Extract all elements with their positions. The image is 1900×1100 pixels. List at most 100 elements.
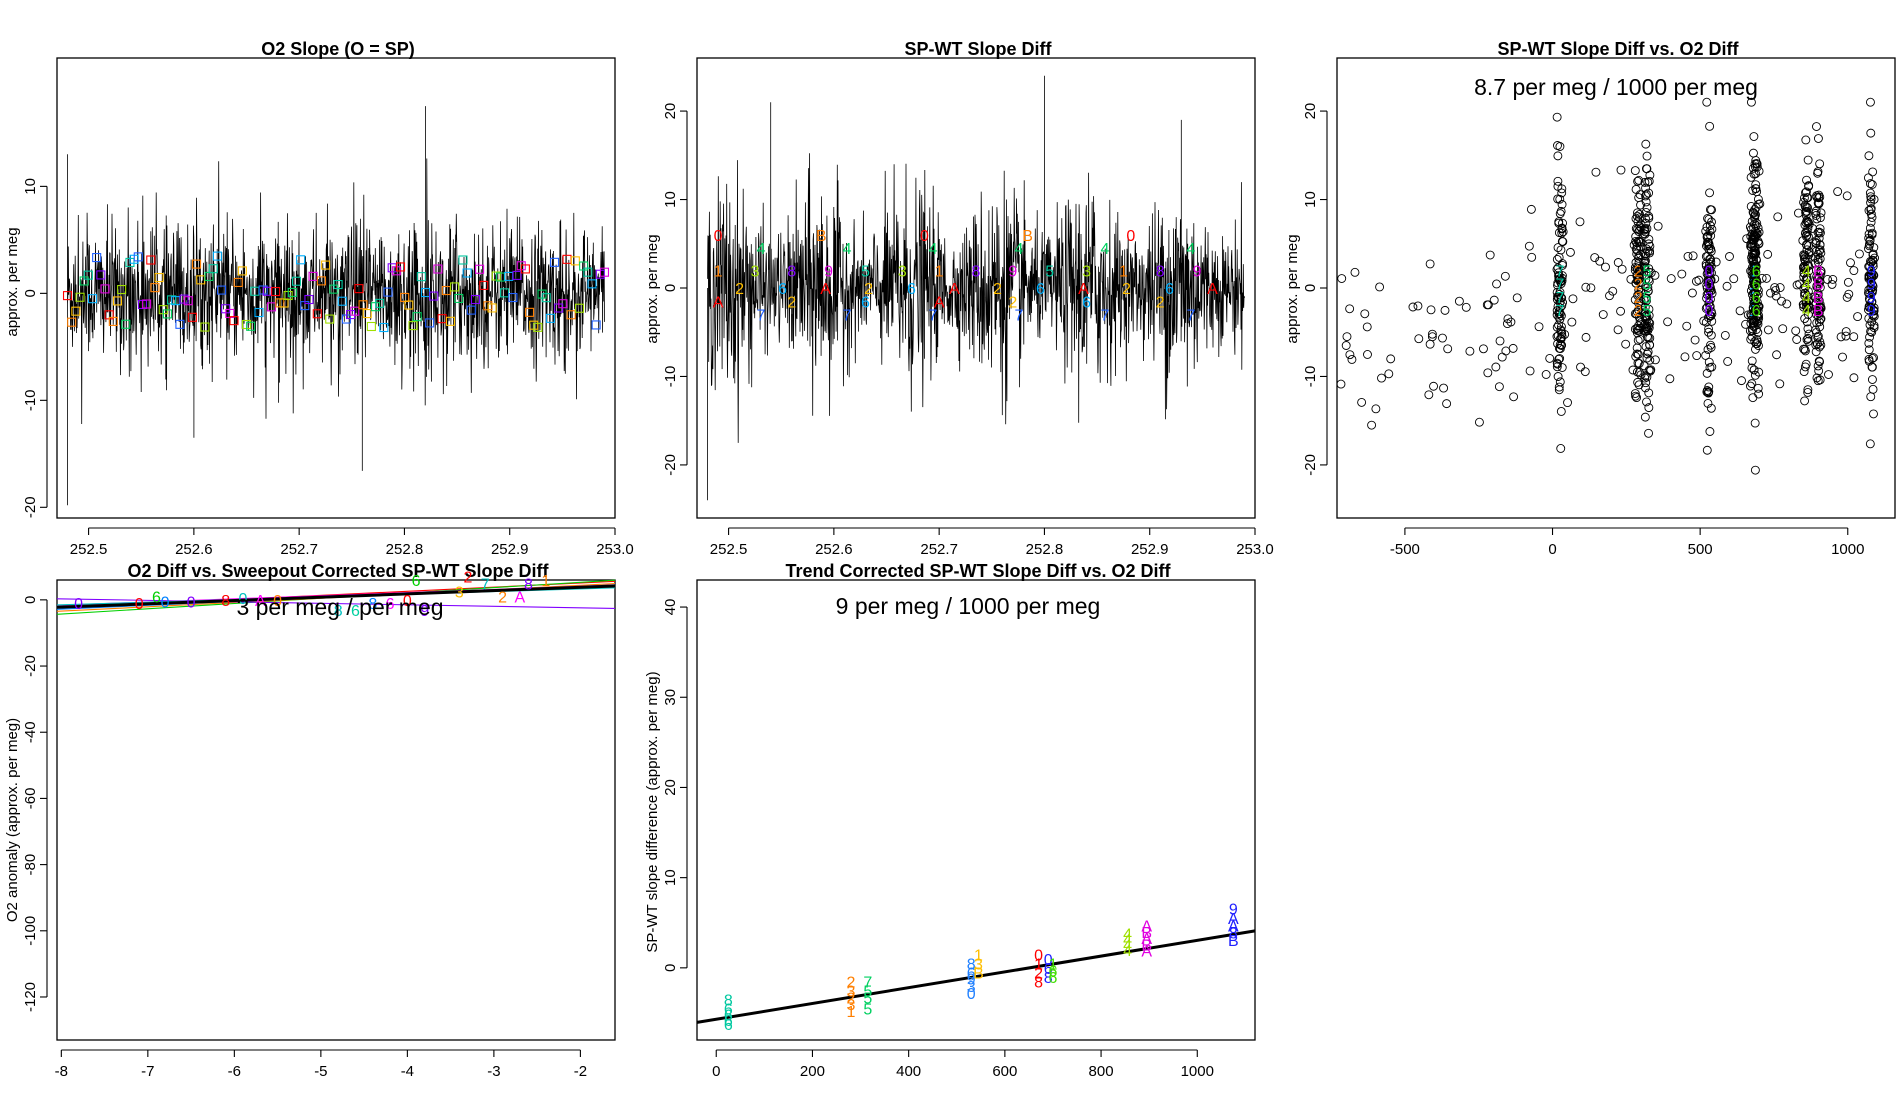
scatter-point: [1849, 266, 1859, 276]
scatter-point: [1701, 303, 1711, 313]
trend-fit-line: [696, 929, 1256, 1024]
scatter-point: [1497, 352, 1507, 362]
scatter-point: [1650, 355, 1660, 365]
scatter-point: [1813, 134, 1823, 143]
scatter-point: [1813, 361, 1823, 371]
scatter-point: [1556, 407, 1566, 416]
scatter-point: [1750, 465, 1760, 475]
scatter-point: [1751, 156, 1761, 165]
scatter-point: [1800, 396, 1810, 406]
data-marker: [192, 259, 202, 269]
y-tick-label: -20: [662, 454, 679, 476]
data-label: 0: [187, 595, 196, 612]
data-label: B: [1141, 925, 1152, 942]
scatter-point: [1509, 392, 1519, 402]
scatter-point: [1501, 346, 1511, 356]
cluster-label: B: [1813, 263, 1824, 280]
scatter-point: [1553, 292, 1563, 302]
data-label: 4: [1015, 241, 1024, 258]
scatter-point: [1843, 277, 1853, 287]
data-label: 2: [846, 991, 855, 1008]
scatter-point: [1803, 385, 1813, 395]
scatter-point: [1792, 335, 1802, 344]
scatter-point: [1869, 306, 1879, 316]
scatter-point: [1867, 353, 1877, 363]
scatter-point: [1632, 393, 1641, 403]
data-label: 0: [1044, 952, 1053, 969]
data-label: 6: [778, 281, 787, 298]
scatter-point: [1803, 286, 1813, 296]
scatter-point: [1833, 187, 1843, 196]
scatter-point: [1640, 371, 1650, 381]
scatter-point: [1702, 445, 1712, 455]
scatter-point: [1770, 283, 1780, 293]
panel-title: SP-WT Slope Diff: [905, 39, 1053, 59]
scatter-point: [1812, 318, 1822, 328]
data-label: 4: [929, 241, 938, 258]
scatter-point: [1864, 338, 1874, 348]
scatter-point: [1868, 384, 1878, 394]
data-label: 7: [481, 576, 490, 593]
scatter-point: [1644, 213, 1654, 223]
scatter-point: [1815, 283, 1825, 292]
data-marker: [433, 264, 443, 274]
scatter-point: [1367, 420, 1377, 430]
cluster-label: 0: [1705, 263, 1714, 280]
slope-annotation: 9 per meg / 1000 per meg: [836, 593, 1101, 619]
scatter-point: [1752, 275, 1762, 285]
data-label: 2: [846, 974, 855, 991]
cluster-label: B: [1813, 277, 1824, 294]
data-marker: [325, 314, 335, 324]
scatter-point: [1555, 377, 1565, 387]
data-label: 9: [420, 603, 429, 620]
y-axis-label: SP-WT slope difference (approx. per meg): [644, 671, 661, 952]
scatter-point: [1706, 257, 1716, 267]
scatter-point: [1586, 283, 1596, 293]
data-label: 2: [1034, 965, 1043, 982]
scatter-point: [1692, 351, 1702, 361]
data-marker: [162, 309, 172, 319]
scatter-point: [1601, 262, 1610, 272]
scatter-point: [1362, 322, 1372, 332]
plot-frame: [56, 579, 616, 1041]
scatter-point: [1641, 378, 1651, 388]
data-marker: [316, 276, 326, 286]
data-marker: [520, 264, 530, 274]
scatter-point: [1613, 325, 1623, 335]
series-line: [707, 75, 1245, 501]
scatter-point: [1558, 218, 1567, 228]
scatter-point: [1568, 294, 1578, 304]
scatter-point: [1645, 355, 1655, 365]
data-label: 8: [787, 263, 796, 280]
scatter-point: [1802, 335, 1812, 345]
scatter-point: [1801, 208, 1811, 217]
scatter-point: [1800, 346, 1810, 356]
scatter-point: [1635, 242, 1645, 252]
scatter-point: [1813, 294, 1823, 303]
scatter-point: [1865, 289, 1875, 298]
data-marker: [87, 294, 98, 304]
scatter-point: [1868, 250, 1878, 260]
scatter-point: [1803, 232, 1813, 242]
scatter-point: [1737, 376, 1746, 386]
data-label: 6: [724, 1013, 733, 1030]
scatter-point: [1502, 319, 1512, 329]
scatter-point: [1752, 335, 1762, 344]
plot-frame: [696, 57, 1256, 519]
scatter-point: [1802, 187, 1811, 197]
scatter-point: [1735, 306, 1745, 316]
scatter-point: [1800, 250, 1810, 260]
data-label: 1: [541, 573, 550, 590]
scatter-point: [1748, 235, 1758, 244]
scatter-point: [1631, 278, 1641, 288]
scatter-point: [1704, 382, 1714, 392]
scatter-point: [1641, 191, 1651, 201]
scatter-point: [1750, 214, 1760, 223]
scatter-point: [1749, 365, 1759, 375]
y-tick-label: 20: [662, 779, 679, 796]
scatter-point: [1753, 301, 1763, 311]
scatter-point: [1799, 197, 1809, 207]
scatter-point: [1749, 148, 1758, 158]
data-label: 3: [455, 585, 464, 602]
y-tick-label: 20: [662, 103, 679, 120]
